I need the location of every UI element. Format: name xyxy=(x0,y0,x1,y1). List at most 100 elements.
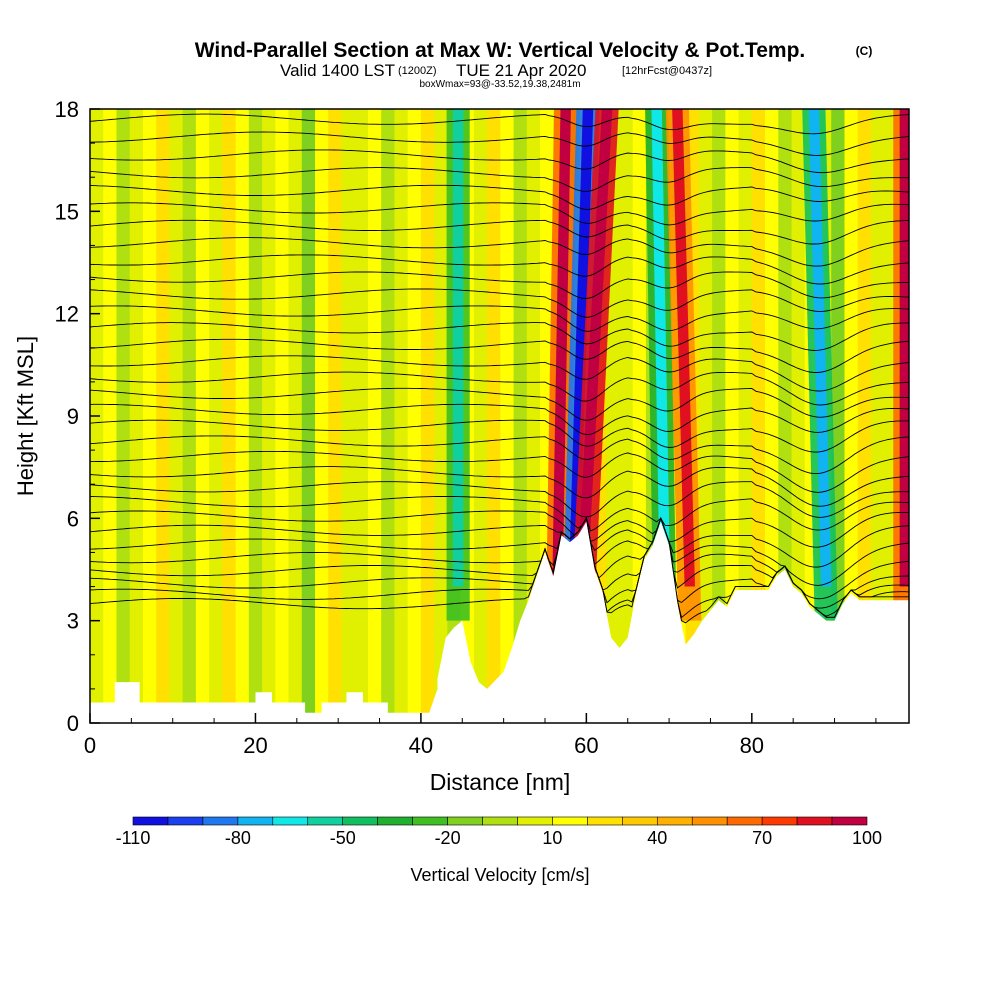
velocity-stripe xyxy=(487,109,501,723)
velocity-stripe xyxy=(248,109,263,723)
updraft-band-core xyxy=(568,109,594,587)
pot-temp-contours xyxy=(90,113,909,624)
colorbar-swatch xyxy=(132,816,169,826)
colorbar-tick-label: -110 xyxy=(116,828,151,848)
subtitle-date: TUE 21 Apr 2020 xyxy=(456,61,586,80)
y-axis-label: Height [Kft MSL] xyxy=(13,336,38,496)
y-axis: 0 3 6 9 12 15 18 xyxy=(55,97,100,736)
theta-contour xyxy=(90,510,909,548)
updraft-band-core xyxy=(577,109,613,587)
velocity-stripe xyxy=(209,109,223,723)
colorbar-tick-label: 70 xyxy=(752,828,772,848)
velocity-stripe xyxy=(778,109,793,723)
theta-contour xyxy=(90,516,909,600)
x-tick-label: 80 xyxy=(740,733,764,758)
velocity-stripe xyxy=(381,109,395,723)
y-tick-label: 0 xyxy=(67,711,79,736)
chart-title-mark: (C) xyxy=(856,44,873,58)
subtitle-forecast: [12hrFcst@0437z] xyxy=(622,65,712,77)
velocity-stripe xyxy=(129,109,144,723)
velocity-stripe xyxy=(791,109,806,723)
colorbar-swatch xyxy=(482,816,518,826)
theta-contour xyxy=(90,516,909,568)
colorbar-swatch xyxy=(552,816,588,826)
theta-contour xyxy=(90,516,909,586)
theta-contour xyxy=(90,149,909,174)
velocity-stripe xyxy=(725,109,740,723)
theta-contour xyxy=(90,516,909,609)
subtitle-line: Valid 1400 LST (1200Z) TUE 21 Apr 2020 [… xyxy=(280,61,712,80)
velocity-stripe xyxy=(420,109,435,723)
velocity-stripe xyxy=(765,109,779,723)
colorbar-swatch xyxy=(831,816,868,826)
x-tick-label: 0 xyxy=(84,733,96,758)
colorbar-swatch xyxy=(202,816,239,826)
colorbar-swatch xyxy=(342,816,378,826)
velocity-stripe xyxy=(315,109,329,723)
theta-contour xyxy=(90,450,909,493)
colorbar-swatch xyxy=(447,816,483,826)
colorbar-swatch xyxy=(761,816,798,826)
colorbar-tick-label: 10 xyxy=(542,828,562,848)
colorbar-swatch xyxy=(656,816,693,826)
theta-contour xyxy=(90,516,909,617)
x-tick-label: 40 xyxy=(409,733,433,758)
theta-contour xyxy=(90,387,909,421)
updraft-bands xyxy=(446,109,909,621)
theta-contour xyxy=(90,466,909,507)
theta-contour xyxy=(90,355,909,392)
velocity-stripe xyxy=(169,109,184,723)
velocity-stripe xyxy=(407,109,422,723)
subtitle-zulu: (1200Z) xyxy=(398,65,437,77)
colorbar-swatch xyxy=(691,816,728,826)
x-axis-label: Distance [nm] xyxy=(430,769,571,795)
colorbar-swatch xyxy=(726,816,763,826)
theta-contour xyxy=(90,219,909,245)
colorbar: -110 -80 -50 -20 10 40 70 100 xyxy=(116,816,882,848)
theta-contour xyxy=(90,496,909,532)
y-tick-label: 12 xyxy=(55,302,79,327)
y-tick-label: 3 xyxy=(67,609,79,634)
theta-contour xyxy=(90,113,909,135)
velocity-stripe xyxy=(182,109,197,723)
theta-contour xyxy=(90,184,909,210)
chart-title: Wind-Parallel Section at Max W: Vertical… xyxy=(195,39,806,62)
velocity-stripe xyxy=(116,109,131,723)
theta-contour xyxy=(90,322,909,351)
velocity-stripe xyxy=(235,109,250,723)
colorbar-swatch xyxy=(167,816,204,826)
velocity-stripe xyxy=(500,109,515,723)
x-tick-label: 60 xyxy=(574,733,598,758)
theta-contour xyxy=(90,237,909,267)
updraft-band-core xyxy=(899,109,909,587)
velocity-stripe xyxy=(262,109,276,723)
velocity-stripe xyxy=(738,109,753,723)
velocity-stripe xyxy=(288,109,303,723)
colorbar-tick-label: -80 xyxy=(225,828,251,848)
theta-contour xyxy=(90,271,909,299)
theta-contour xyxy=(90,131,909,156)
velocity-stripe xyxy=(328,109,342,723)
velocity-stripe xyxy=(301,109,316,723)
colorbar-tick-label: 40 xyxy=(647,828,667,848)
terrain xyxy=(90,521,909,723)
subtitle-valid: Valid 1400 LST xyxy=(280,61,395,80)
colorbar-swatch xyxy=(377,816,413,826)
colorbar-tick-label: 100 xyxy=(852,828,882,848)
velocity-stripe xyxy=(222,109,237,723)
velocity-stripe xyxy=(103,109,117,723)
velocity-stripe xyxy=(156,109,170,723)
y-tick-label: 6 xyxy=(67,506,79,531)
velocity-stripe xyxy=(434,109,448,723)
colorbar-swatch xyxy=(237,816,274,826)
theta-contour xyxy=(90,305,909,332)
updraft-band-core xyxy=(672,109,695,587)
theta-contour xyxy=(90,202,909,226)
x-tick-label: 20 xyxy=(243,733,267,758)
theta-contour xyxy=(90,481,909,518)
velocity-stripe xyxy=(513,109,528,723)
velocity-stripe xyxy=(712,109,726,723)
colorbar-swatch xyxy=(587,816,623,826)
colorbar-label: Vertical Velocity [cm/s] xyxy=(410,865,589,885)
velocity-stripe xyxy=(870,109,885,723)
